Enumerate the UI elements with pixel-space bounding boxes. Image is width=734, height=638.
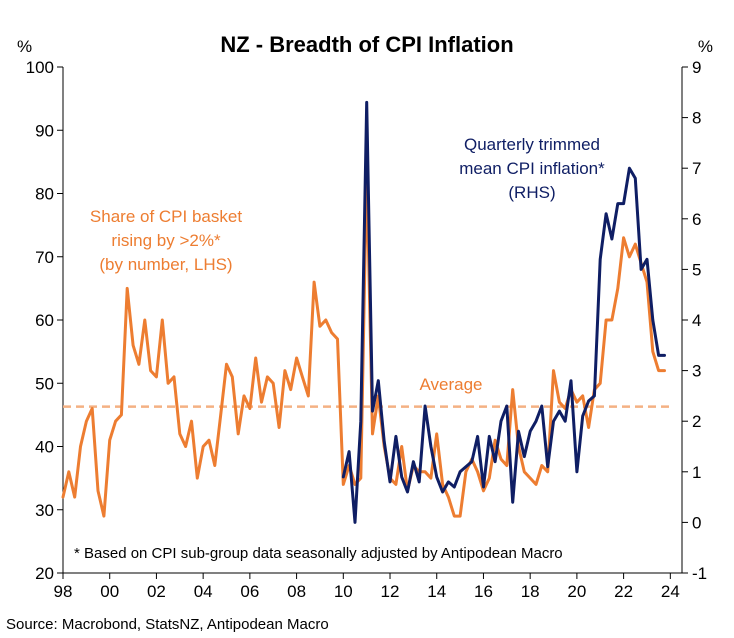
chart-title: NZ - Breadth of CPI Inflation [220,32,513,57]
share-annotation-line-3: (by number, LHS) [99,255,232,274]
left-tick-label: 80 [35,185,54,204]
right-tick-label: 2 [692,412,701,431]
trimmed-mean-series-line [341,100,666,524]
share-annotation-line-1: Share of CPI basket [90,207,242,226]
left-axis-ticks: 100 90 80 70 60 50 40 30 20 [26,58,63,583]
x-tick-label: 18 [521,582,540,601]
left-tick-label: 90 [35,121,54,140]
right-axis-ticks: 9 8 7 6 5 4 3 2 1 0 -1 [682,58,707,583]
left-tick-label: 70 [35,248,54,267]
x-tick-label: 00 [100,582,119,601]
x-tick-label: 14 [427,582,446,601]
left-tick-label: 100 [26,58,54,77]
x-tick-label: 22 [614,582,633,601]
left-tick-label: 20 [35,564,54,583]
left-tick-label: 30 [35,501,54,520]
trimmed-annotation: Quarterly trimmed mean CPI inflation* (R… [459,135,605,202]
right-tick-label: 7 [692,159,701,178]
share-annotation: Share of CPI basket rising by >2%* (by n… [90,207,242,274]
right-tick-label: 3 [692,362,701,381]
right-tick-label: 6 [692,210,701,229]
trimmed-annotation-line-2: mean CPI inflation* [459,159,605,178]
left-axis-unit: % [17,37,32,56]
right-tick-label: -1 [692,564,707,583]
footnote: * Based on CPI sub-group data seasonally… [74,545,563,562]
source-note: Source: Macrobond, StatsNZ, Antipodean M… [6,616,329,633]
right-axis-unit: % [698,37,713,56]
x-tick-label: 08 [287,582,306,601]
right-tick-label: 0 [692,513,701,532]
series-layer [61,100,666,524]
x-tick-label: 02 [147,582,166,601]
x-tick-label: 10 [334,582,353,601]
trimmed-annotation-line-1: Quarterly trimmed [464,135,600,154]
right-tick-label: 1 [692,463,701,482]
x-axis-ticks: 98 00 02 04 06 08 10 12 14 16 18 20 22 24 [54,573,680,601]
x-tick-label: 20 [567,582,586,601]
x-tick-label: 04 [194,582,213,601]
right-tick-label: 9 [692,58,701,77]
right-tick-label: 4 [692,311,701,330]
x-tick-label: 24 [661,582,680,601]
x-tick-label: 12 [381,582,400,601]
left-tick-label: 40 [35,438,54,457]
share-annotation-line-2: rising by >2%* [111,231,221,250]
trimmed-annotation-line-3: (RHS) [508,183,555,202]
left-tick-label: 60 [35,311,54,330]
x-tick-label: 06 [240,582,259,601]
average-label: Average [419,375,482,394]
x-tick-label: 98 [54,582,73,601]
right-tick-label: 8 [692,109,701,128]
left-tick-label: 50 [35,374,54,393]
right-tick-label: 5 [692,260,701,279]
x-tick-label: 16 [474,582,493,601]
